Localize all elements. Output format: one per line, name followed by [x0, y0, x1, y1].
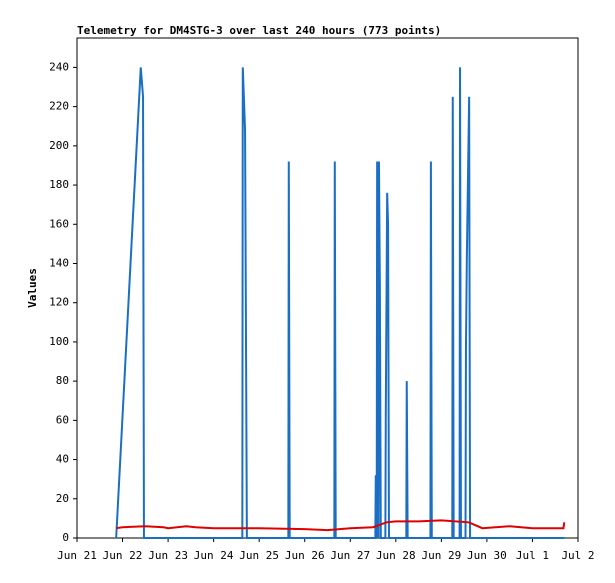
- series-line: [116, 519, 566, 532]
- x-tick-label: Jul 1: [516, 549, 549, 562]
- y-tick-label: 240: [49, 60, 69, 73]
- x-tick-label: Jun 25: [239, 549, 279, 562]
- x-tick-label: Jun 26: [285, 549, 325, 562]
- y-tick-label: 120: [49, 296, 69, 309]
- x-tick-label: Jun 23: [148, 549, 188, 562]
- x-tick-label: Jun 22: [103, 549, 143, 562]
- y-tick-label: 0: [62, 531, 69, 544]
- y-tick-label: 80: [56, 374, 69, 387]
- x-tick-label: Jul 2: [561, 549, 594, 562]
- x-tick-label: Jun 21: [57, 549, 97, 562]
- y-tick-label: 20: [56, 492, 69, 505]
- y-tick-label: 220: [49, 100, 69, 113]
- series-line: [115, 67, 565, 539]
- x-tick-label: Jun 27: [330, 549, 370, 562]
- chart-title: Telemetry for DM4STG-3 over last 240 hou…: [77, 24, 441, 37]
- y-tick-label: 180: [49, 178, 69, 191]
- y-tick-label: 160: [49, 217, 69, 230]
- x-tick-label: Jun 28: [376, 549, 416, 562]
- y-tick-label: 200: [49, 139, 69, 152]
- y-tick-label: 100: [49, 335, 69, 348]
- plot-frame: [76, 37, 579, 539]
- x-tick-label: Jun 30: [467, 549, 507, 562]
- y-axis-label: Values: [26, 268, 39, 308]
- x-tick-label: Jun 24: [194, 549, 234, 562]
- x-tick-label: Jun 29: [421, 549, 461, 562]
- y-tick-label: 40: [56, 453, 69, 466]
- y-tick-label: 60: [56, 413, 69, 426]
- y-tick-label: 140: [49, 256, 69, 269]
